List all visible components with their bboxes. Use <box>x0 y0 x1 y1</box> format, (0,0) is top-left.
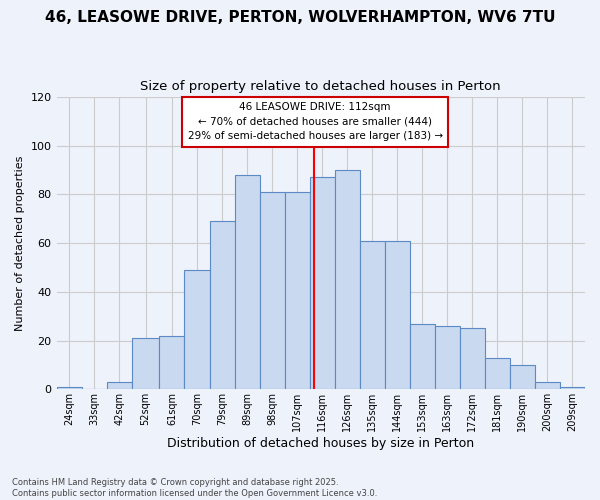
Bar <box>560 387 585 390</box>
Bar <box>385 240 410 390</box>
Bar <box>335 170 360 390</box>
Bar <box>184 270 209 390</box>
Bar <box>360 240 385 390</box>
Bar <box>460 328 485 390</box>
Bar <box>485 358 510 390</box>
Bar <box>56 387 82 390</box>
Bar <box>160 336 184 390</box>
Bar <box>510 365 535 390</box>
Text: 46, LEASOWE DRIVE, PERTON, WOLVERHAMPTON, WV6 7TU: 46, LEASOWE DRIVE, PERTON, WOLVERHAMPTON… <box>45 10 555 25</box>
Bar <box>209 221 235 390</box>
Bar <box>410 324 435 390</box>
Bar <box>284 192 310 390</box>
Text: 46 LEASOWE DRIVE: 112sqm
← 70% of detached houses are smaller (444)
29% of semi-: 46 LEASOWE DRIVE: 112sqm ← 70% of detach… <box>188 102 443 142</box>
Bar <box>107 382 131 390</box>
X-axis label: Distribution of detached houses by size in Perton: Distribution of detached houses by size … <box>167 437 475 450</box>
Bar <box>435 326 460 390</box>
Bar <box>260 192 284 390</box>
Text: Contains HM Land Registry data © Crown copyright and database right 2025.
Contai: Contains HM Land Registry data © Crown c… <box>12 478 377 498</box>
Bar <box>535 382 560 390</box>
Title: Size of property relative to detached houses in Perton: Size of property relative to detached ho… <box>140 80 501 93</box>
Bar <box>131 338 160 390</box>
Bar <box>235 175 260 390</box>
Bar <box>310 178 335 390</box>
Y-axis label: Number of detached properties: Number of detached properties <box>15 156 25 331</box>
